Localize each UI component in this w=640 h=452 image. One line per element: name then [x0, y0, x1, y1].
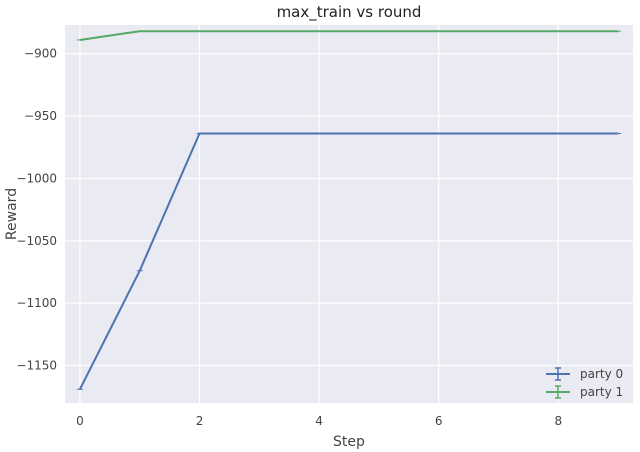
y-axis-label: Reward [4, 188, 20, 240]
x-ticks: 0 2 4 6 8 [76, 414, 562, 428]
grid [65, 25, 633, 403]
series-layer [76, 30, 622, 390]
y-tick-label: −1150 [16, 359, 57, 373]
chart-title: max_train vs round [277, 3, 422, 22]
y-tick-label: −900 [24, 47, 57, 61]
x-tick-label: 4 [315, 414, 323, 428]
y-tick-label: −1000 [16, 171, 57, 185]
y-tick-label: −1100 [16, 296, 57, 310]
y-tick-label: −950 [24, 109, 57, 123]
legend-label-party-0: party 0 [580, 367, 623, 381]
series-line-party-0 [79, 132, 619, 390]
x-tick-label: 0 [76, 414, 84, 428]
plot-background [65, 25, 633, 403]
legend-item-party-1: party 1 [546, 385, 623, 399]
series-line-party-1 [79, 30, 619, 41]
legend: party 0 party 1 [546, 367, 623, 399]
x-tick-label: 6 [435, 414, 443, 428]
x-tick-label: 2 [196, 414, 204, 428]
x-tick-label: 8 [554, 414, 562, 428]
y-ticks: −900 −950 −1000 −1050 −1100 −1150 [16, 47, 57, 373]
x-axis-label: Step [333, 434, 365, 450]
legend-label-party-1: party 1 [580, 385, 623, 399]
legend-item-party-0: party 0 [546, 367, 623, 381]
y-tick-label: −1050 [16, 234, 57, 248]
